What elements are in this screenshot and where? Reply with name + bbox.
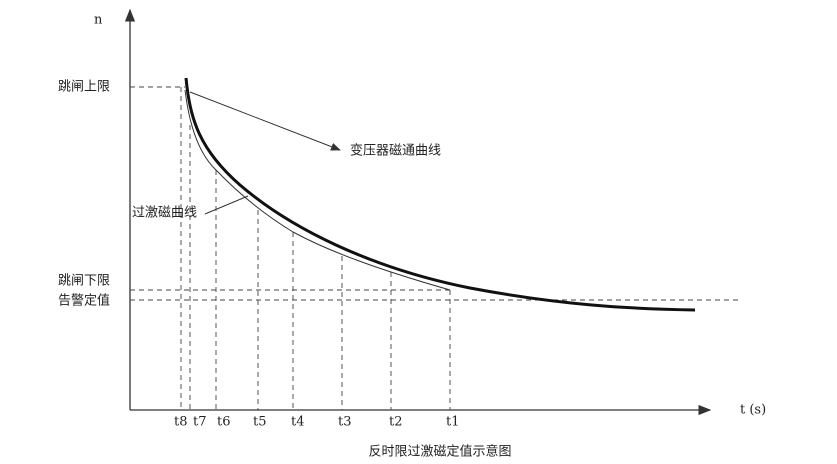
caption: 反时限过激磁定值示意图 (368, 444, 511, 460)
time-label: t5 (253, 415, 267, 430)
pointer (204, 195, 249, 215)
time-label: t7 (193, 415, 207, 430)
time-label: t4 (291, 415, 305, 430)
time-lines (180, 87, 451, 410)
x-axis-label: t (s) (740, 403, 766, 418)
time-label: t8 (174, 415, 188, 430)
time-label: t2 (389, 415, 403, 430)
time-label: t6 (217, 415, 231, 430)
overexcitation-curve (184, 89, 451, 291)
level-label: 跳闸下限 (58, 274, 110, 289)
time-label: t1 (446, 415, 460, 430)
level-label: 告警定值 (58, 293, 110, 309)
level-label: 跳闸上限 (58, 80, 110, 95)
time-label: t3 (338, 415, 352, 430)
curve-label: 变压器磁通曲线 (350, 143, 441, 159)
curve-label: 过激磁曲线 (132, 206, 197, 221)
y-axis-label: n (94, 13, 103, 28)
flux-curve (184, 77, 696, 312)
pointer (189, 91, 341, 151)
